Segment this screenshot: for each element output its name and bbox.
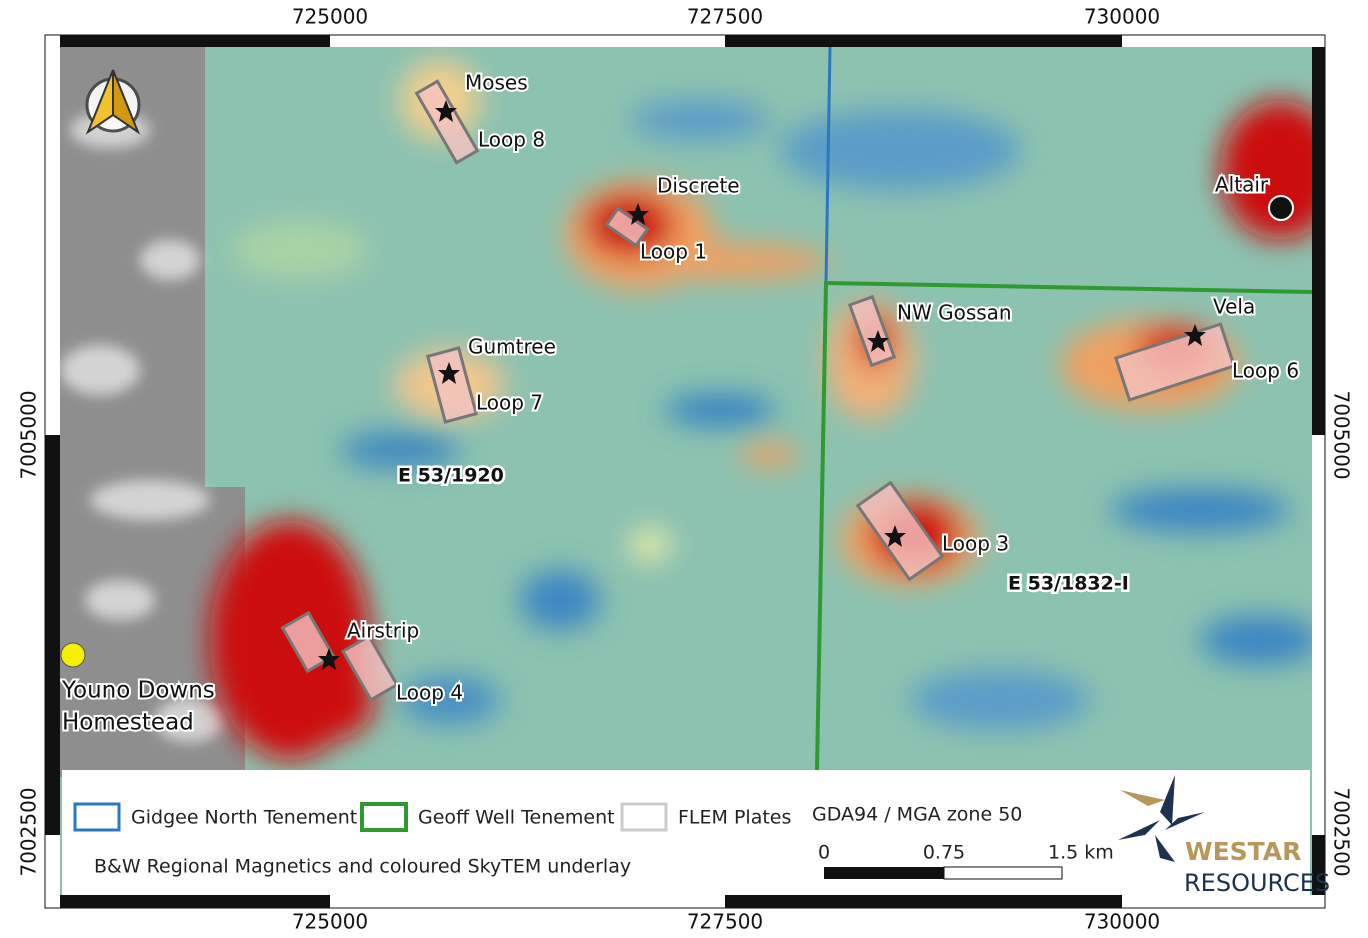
prospect-label: Discrete: [657, 174, 740, 198]
coord-label: 730000: [1084, 5, 1160, 29]
loop-label: Loop 7: [476, 391, 543, 415]
tenement-label: E 53/1920: [398, 465, 504, 487]
coord-label: 7002500: [1330, 787, 1354, 876]
coord-label: 727500: [687, 5, 763, 29]
loop-label: Loop 1: [640, 240, 707, 264]
prospect-label: Vela: [1213, 295, 1255, 319]
prospect-label: Moses: [465, 71, 528, 95]
prospect-label: NW Gossan: [897, 301, 1012, 325]
coord-label: 7002500: [17, 787, 41, 876]
logo-text: WESTAR: [1185, 837, 1301, 866]
prospect-label: Altair: [1215, 173, 1269, 197]
prospect-label: Gumtree: [468, 335, 556, 359]
coord-label: 725000: [292, 910, 368, 934]
homestead-label: Youno Downs: [61, 678, 215, 704]
logo-text: RESOURCES: [1184, 869, 1330, 897]
scale-label: 0: [818, 842, 830, 864]
map-area: Moses Discrete Gumtree NW Gossan Vela Ai…: [60, 47, 1340, 895]
coord-label: 725000: [292, 5, 368, 29]
prospect-label: Airstrip: [347, 619, 419, 643]
legend-item: Gidgee North Tenement: [131, 807, 357, 829]
coord-label: 727500: [687, 910, 763, 934]
loop-label: Loop 6: [1232, 359, 1299, 383]
scale-label: 0.75: [923, 842, 965, 864]
loop-label: Loop 3: [942, 532, 1009, 556]
scale-label: 1.5 km: [1048, 842, 1114, 864]
homestead-label: Homestead: [62, 710, 194, 736]
homestead-marker: [61, 643, 85, 667]
legend: Gidgee North Tenement Geoff Well Tenemen…: [62, 770, 1330, 897]
loop-label: Loop 4: [396, 681, 463, 705]
loop-label: Loop 8: [478, 128, 545, 152]
crs-label: GDA94 / MGA zone 50: [812, 804, 1022, 826]
altair-marker: [1269, 196, 1293, 220]
coord-label: 730000: [1084, 910, 1160, 934]
coord-label: 7005000: [1330, 390, 1354, 479]
legend-caption: B&W Regional Magnetics and coloured SkyT…: [94, 856, 631, 878]
legend-item: FLEM Plates: [678, 807, 791, 829]
map-page: Moses Discrete Gumtree NW Gossan Vela Ai…: [0, 0, 1368, 934]
coord-label: 7005000: [17, 390, 41, 479]
legend-item: Geoff Well Tenement: [418, 807, 615, 829]
tenement-label: E 53/1832-I: [1008, 573, 1129, 595]
